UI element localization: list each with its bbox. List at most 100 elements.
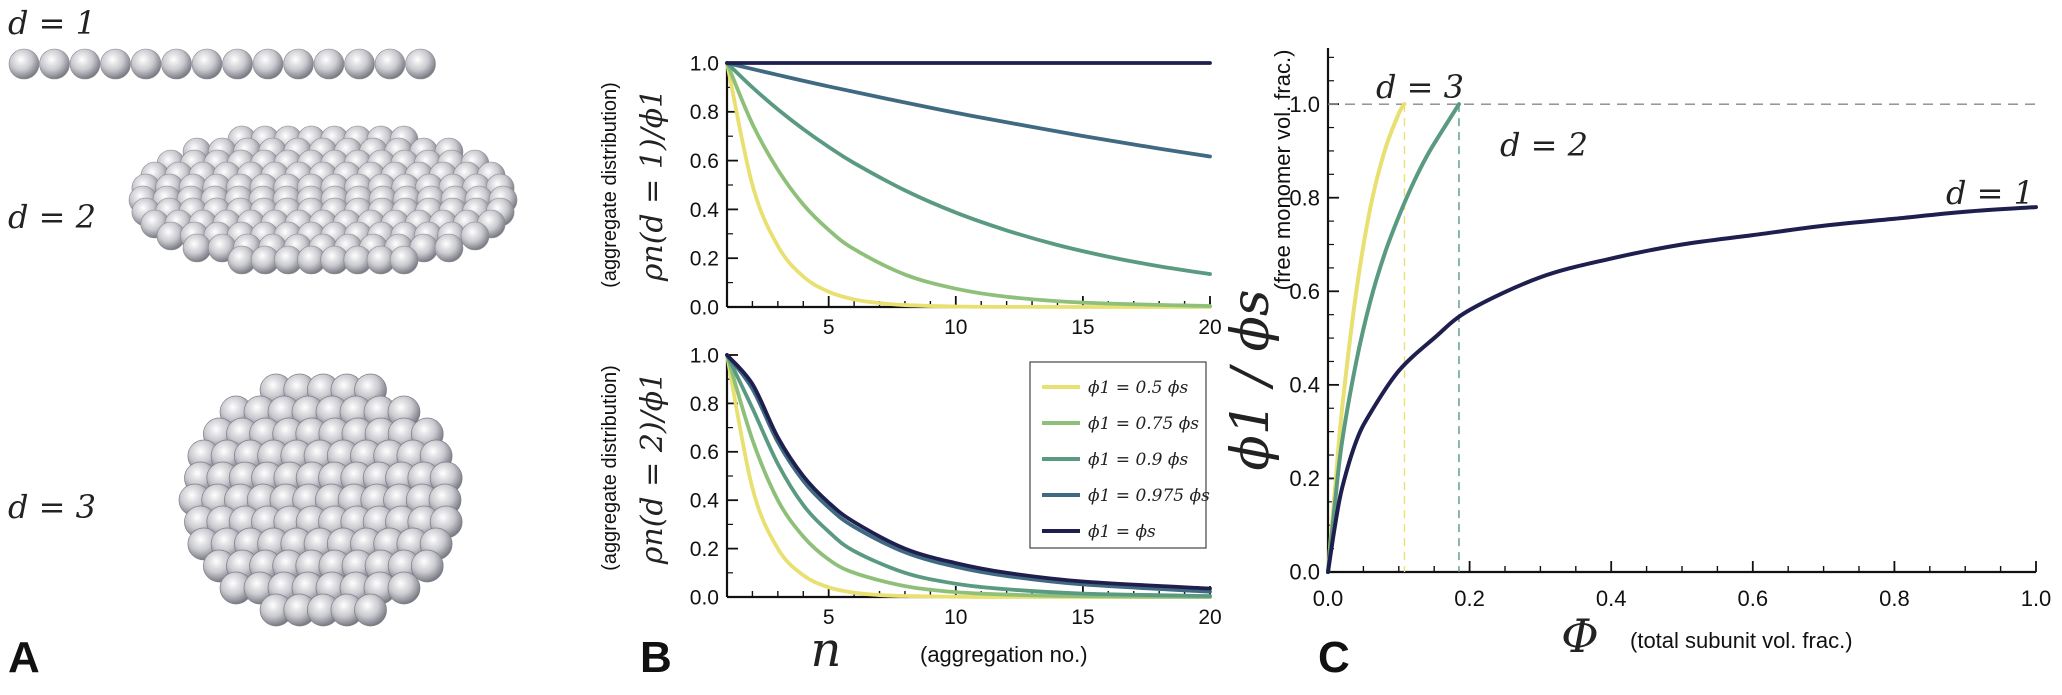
- sphere: [434, 233, 464, 263]
- x-tick-label: 5: [823, 606, 835, 629]
- sphere: [191, 48, 223, 80]
- panel-a-illustrations: d = 1 d = 2 d = 3 A: [8, 4, 518, 682]
- b-top-axes: 5 10 15 20 0.0 0.2 0.4 0.6 0.8 1.0: [690, 52, 1222, 339]
- c-reference-lines: [1328, 103, 2036, 572]
- series-line-4: [725, 61, 1212, 159]
- sphere: [354, 593, 387, 627]
- x-tick-label: 10: [944, 316, 967, 339]
- series-line-2: [1326, 102, 1461, 574]
- b-bottom-series: [725, 353, 1212, 599]
- series-line-2: [725, 353, 1212, 599]
- b-top-ylabel: ρn(d = 1)/ϕ1: [635, 89, 670, 283]
- series-line-3: [1326, 205, 2038, 574]
- sphere: [252, 48, 284, 80]
- sphere: [39, 48, 70, 80]
- sphere: [387, 571, 421, 605]
- sphere-chain-d1: [8, 48, 436, 80]
- y-tick-label: 0.6: [690, 150, 719, 173]
- x-tick-label: 10: [944, 606, 967, 629]
- sphere-ball-d3: [178, 373, 463, 627]
- x-tick-label: 0.2: [1454, 586, 1485, 611]
- c-curve-label-d1: d = 1: [1946, 174, 2034, 212]
- b-top-series: [725, 61, 1212, 309]
- x-tick-label: 15: [1071, 316, 1094, 339]
- sphere: [410, 549, 444, 583]
- x-tick-label: 0.6: [1738, 586, 1769, 611]
- legend-label-2: ϕ1 = 0.75 ϕs: [1088, 414, 1199, 434]
- sphere: [100, 48, 131, 80]
- b-legend: ϕ1 = 0.5 ϕs ϕ1 = 0.75 ϕs ϕ1 = 0.9 ϕs ϕ1 = 0…: [1029, 361, 1210, 549]
- x-tick-label: 5: [823, 316, 835, 339]
- legend-label-4: ϕ1 = 0.975 ϕs: [1088, 486, 1210, 506]
- series-line-2: [725, 61, 1212, 308]
- legend-label-1: ϕ1 = 0.5 ϕs: [1088, 378, 1188, 398]
- y-tick-label: 1.0: [1289, 92, 1320, 117]
- panel-c-monomer-fraction: 0.0 0.2 0.4 0.6 0.8 1.0 0.0 0.2 0.4 0.6 0.8 1.0 d =…: [1221, 48, 2051, 682]
- panel-letter-b: B: [640, 633, 672, 682]
- x-tick-label: 0.0: [1313, 586, 1344, 611]
- label-d1: d = 1: [8, 4, 96, 42]
- y-tick-label: 0.4: [1289, 373, 1320, 398]
- x-tick-label: 0.4: [1596, 586, 1627, 611]
- sphere-disk-d2: [128, 125, 518, 275]
- y-tick-label: 1.0: [690, 52, 719, 75]
- chart-b-top: 5 10 15 20 0.0 0.2 0.4 0.6 0.8 1.0 (aggregate dis…: [599, 52, 1222, 339]
- series-line-4: [725, 353, 1212, 594]
- c-series: [1326, 102, 2038, 574]
- b-bottom-axes: 5 10 15 20 0.0 0.2 0.4 0.6 0.8 1.0: [690, 344, 1222, 629]
- sphere: [313, 48, 345, 80]
- y-tick-label: 0.8: [1289, 185, 1320, 210]
- b-xlabel-symbol: n: [811, 622, 842, 678]
- sphere: [130, 48, 162, 80]
- chart-b-bottom: 5 10 15 20 0.0 0.2 0.4 0.6 0.8 1.0 (aggregate dis…: [599, 344, 1222, 629]
- series-line-1: [725, 61, 1212, 309]
- b-bottom-ylabel-note: (aggregate distribution): [599, 365, 621, 571]
- y-tick-label: 0.2: [690, 248, 719, 271]
- c-curve-label-d3: d = 3: [1376, 68, 1464, 106]
- c-ylabel-note: (free monomer vol. frac.): [1270, 50, 1295, 291]
- label-d3: d = 3: [8, 488, 96, 526]
- legend-label-5: ϕ1 = ϕs: [1088, 522, 1156, 542]
- sphere: [222, 48, 253, 80]
- sphere: [405, 48, 436, 80]
- sphere: [182, 233, 212, 263]
- b-top-ylabel-note: (aggregate distribution): [599, 82, 621, 288]
- y-tick-label: 0.6: [1289, 279, 1320, 304]
- y-tick-label: 0.8: [690, 393, 719, 416]
- sphere: [389, 245, 419, 275]
- y-tick-label: 0.6: [690, 441, 719, 464]
- panel-letter-a: A: [8, 633, 40, 682]
- sphere: [374, 48, 406, 80]
- x-tick-label: 0.8: [1879, 586, 1910, 611]
- b-xlabel-note: (aggregation no.): [920, 642, 1088, 667]
- c-ylabel-symbol: ϕ1 / ϕs: [1221, 289, 1281, 470]
- c-xlabel-note: (total subunit vol. frac.): [1630, 628, 1853, 653]
- series-line-5: [725, 353, 1212, 591]
- legend-box: [1029, 361, 1207, 549]
- x-tick-label: 20: [1198, 316, 1221, 339]
- panel-b-distributions: 5 10 15 20 0.0 0.2 0.4 0.6 0.8 1.0 (aggregate dis…: [599, 52, 1222, 682]
- y-tick-label: 0.0: [1289, 560, 1320, 585]
- c-axes: 0.0 0.2 0.4 0.6 0.8 1.0 0.0 0.2 0.4 0.6 0.8 1.0: [1289, 48, 2051, 611]
- sphere: [69, 48, 101, 80]
- y-tick-label: 0.0: [690, 296, 719, 319]
- y-tick-label: 0.4: [690, 199, 720, 222]
- y-tick-label: 0.2: [690, 538, 719, 561]
- sphere: [344, 48, 375, 80]
- sphere: [283, 48, 314, 80]
- series-line-3: [725, 353, 1212, 598]
- label-d2: d = 2: [8, 198, 96, 236]
- y-tick-label: 1.0: [690, 344, 719, 367]
- sphere: [161, 48, 192, 80]
- y-tick-label: 0.2: [1289, 466, 1320, 491]
- c-curve-label-d2: d = 2: [1500, 126, 1588, 164]
- legend-items: ϕ1 = 0.5 ϕs ϕ1 = 0.75 ϕs ϕ1 = 0.9 ϕs ϕ1 = 0…: [1042, 378, 1210, 542]
- b-bottom-ylabel: ρn(d = 2)/ϕ1: [635, 372, 670, 566]
- y-tick-label: 0.4: [690, 490, 720, 513]
- y-tick-label: 0.8: [690, 101, 719, 124]
- series-line-3: [725, 61, 1212, 276]
- x-tick-label: 1.0: [2021, 586, 2052, 611]
- sphere: [8, 48, 40, 80]
- y-tick-label: 0.0: [690, 586, 719, 609]
